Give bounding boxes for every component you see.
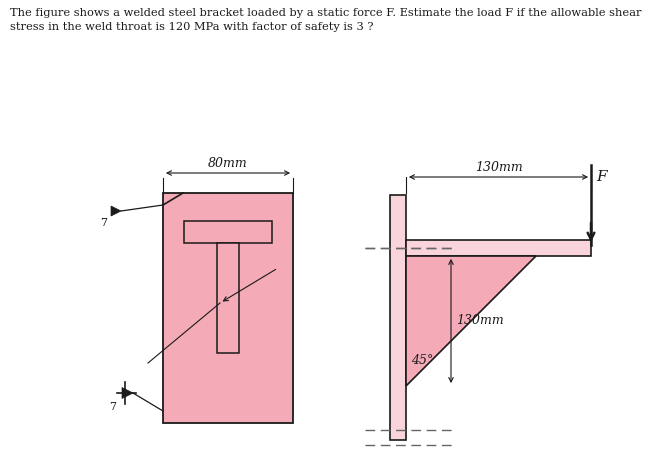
Bar	[390, 195, 406, 440]
Text: 45°: 45°	[411, 354, 433, 367]
Bar	[217, 243, 239, 353]
Polygon shape	[111, 206, 121, 216]
Polygon shape	[122, 387, 133, 398]
Polygon shape	[406, 256, 536, 386]
Text: The figure shows a welded steel bracket loaded by a static force F. Estimate the: The figure shows a welded steel bracket …	[10, 8, 641, 18]
Text: 130mm: 130mm	[474, 161, 523, 174]
Text: F: F	[596, 170, 607, 184]
Bar	[406, 240, 591, 256]
Bar	[163, 193, 293, 423]
Text: 7: 7	[100, 218, 107, 228]
Text: 130mm: 130mm	[456, 315, 504, 327]
Text: 7: 7	[109, 403, 116, 413]
Text: stress in the weld throat is 120 MPa with factor of safety is 3 ?: stress in the weld throat is 120 MPa wit…	[10, 22, 374, 32]
Text: 80mm: 80mm	[208, 157, 248, 170]
Bar	[184, 221, 272, 243]
